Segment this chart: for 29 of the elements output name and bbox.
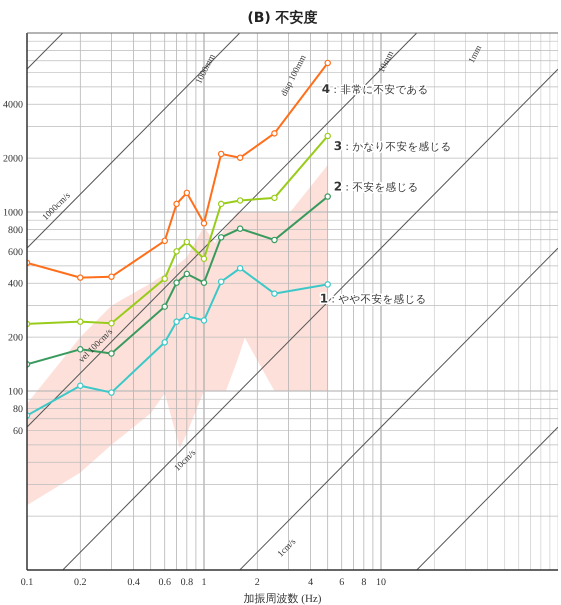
y-tick-label: 60	[13, 426, 23, 438]
y-tick-label: 100	[8, 386, 23, 398]
y-tick-label: 4000	[3, 100, 23, 111]
series-label: 4 : 非常に不安である	[322, 82, 428, 96]
x-tick-label: 6	[339, 577, 344, 588]
x-tick-label: 10	[376, 577, 386, 588]
series-label: 1 : やや不安を感じる	[320, 291, 426, 306]
x-tick-label: 0.6	[158, 577, 171, 588]
x-axis-title: 加振周波数 (Hz)	[244, 592, 322, 605]
y-tick-label: 1000	[3, 208, 23, 218]
x-tick-label: 0.2	[74, 577, 87, 588]
series-label: 2 : 不安を感じる	[334, 180, 418, 194]
x-tick-label: 0.4	[127, 577, 140, 588]
y-tick-label: 2000	[3, 154, 23, 165]
x-tick-label: 0.8	[180, 577, 194, 588]
y-tick-label: 80	[13, 404, 23, 415]
chart-title: (B) 不安度	[247, 9, 318, 26]
x-tick-label: 0.1	[20, 577, 34, 588]
x-tick-label: 4	[308, 577, 314, 588]
y-tick-label: 800	[8, 224, 23, 236]
annotation: 1mm	[466, 43, 484, 65]
series-label: 3 : かなり不安を感じる	[334, 138, 452, 153]
annotation: 10mm	[376, 49, 396, 74]
y-tick-label: 400	[8, 278, 23, 290]
x-tick-label: 2	[254, 577, 260, 588]
x-tick-label: 8	[361, 577, 366, 588]
x-tick-label: 1	[202, 577, 206, 588]
y-tick-label: 600	[8, 247, 23, 258]
y-tick-label: 200	[8, 332, 23, 344]
